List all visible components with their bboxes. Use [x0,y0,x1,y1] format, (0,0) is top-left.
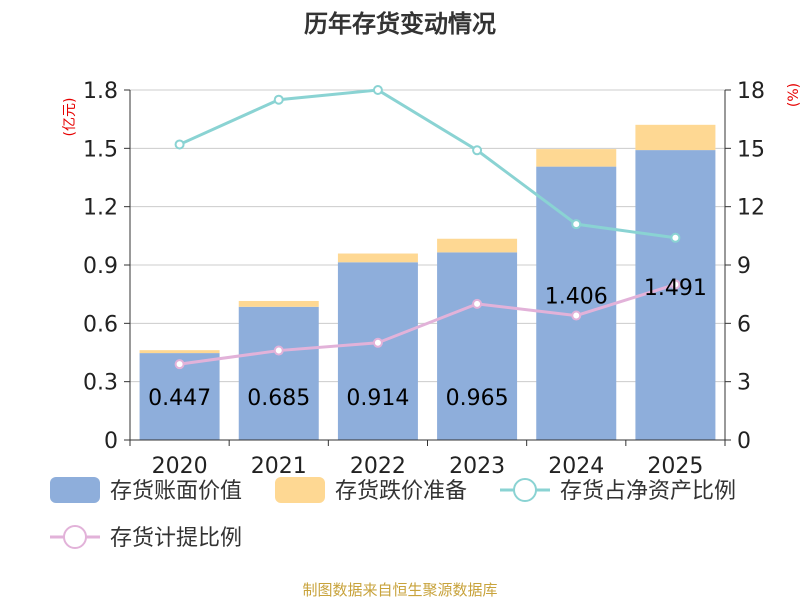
y-axis-label-left: (亿元) [62,98,78,137]
grid-lines [130,89,725,383]
chart-title: 历年存货变动情况 [304,10,496,38]
bar-inventory-impairment [238,300,319,307]
bar-inventory-impairment [337,253,418,263]
point-inventory-to-net-assets [571,219,582,230]
y-tick-label-right: 15 [737,137,765,162]
bar-inventory-book-value [635,150,716,441]
point-impairment-ratio [174,359,185,370]
source-note: 制图数据来自恒生聚源数据库 [302,581,497,599]
bar-inventory-book-value [437,252,518,440]
point-inventory-to-net-assets [472,145,483,156]
point-impairment-ratio [472,298,483,309]
x-tick-label: 2024 [548,454,604,479]
y-tick-label-left: 0 [104,429,118,454]
y-tick-label-left: 1.5 [83,137,118,162]
legend-item-impairment-ratio-label: 存货计提比例 [110,526,242,551]
bar-inventory-impairment [635,124,716,151]
y-axis-label-right: (%) [786,83,800,107]
legend-item-inventory-book-value-label: 存货账面价值 [110,479,242,504]
y-tick-label-left: 0.6 [83,312,118,337]
y-tick-label-right: 3 [737,371,751,396]
bar-data-label: 0.914 [346,386,409,411]
point-impairment-ratio [273,345,284,356]
point-inventory-to-net-assets [372,85,383,95]
bar-inventory-book-value [536,166,617,440]
bar-inventory-book-value [337,262,418,440]
x-tick-label: 2025 [647,454,703,479]
point-inventory-to-net-assets [670,232,681,243]
y-tick-label-right: 18 [737,79,765,104]
y-tick-label-left: 1.2 [83,196,118,221]
bar-data-labels: 0.447 0.685 0.914 0.965 1.406 1.491 [148,276,707,411]
bar-data-label: 0.965 [446,386,509,411]
y-tick-label-right: 6 [737,312,751,337]
axes: 0 0.3 0.6 0.9 1.2 1.5 1.8 0 3 6 9 12 15 18 2020 2021 202… [83,79,765,479]
line-impairment-ratio [179,283,676,366]
legend-item-inventory-impairment-label: 存货跌价准备 [335,479,467,504]
bar-inventory-impairment [536,149,617,167]
line-series [174,85,681,370]
bar-data-label: 0.685 [247,386,310,411]
y-tick-label-right: 12 [737,196,765,221]
point-impairment-ratio [372,337,383,348]
legend-item-inventory-to-net-assets-label: 存货占净资产比例 [560,479,736,504]
point-impairment-ratio [571,310,582,321]
bar-data-label: 1.491 [644,276,707,301]
line-inventory-to-net-assets [178,88,676,240]
legend-item-inventory-impairment-swatch [275,477,325,503]
point-inventory-to-net-assets [273,94,284,105]
y-tick-label-right: 9 [737,254,751,279]
bar-inventory-impairment [139,350,220,354]
legend-item-impairment-ratio-marker [63,525,87,549]
bar-series [139,124,716,441]
legend-item-inventory-book-value-swatch [50,477,100,503]
bar-inventory-impairment [437,238,518,253]
x-tick-label: 2021 [251,454,307,479]
y-tick-label-left: 0.3 [83,371,118,396]
legend-item-inventory-to-net-assets-marker [513,478,537,502]
point-impairment-ratio [670,279,681,290]
bar-inventory-book-value [238,306,319,440]
bar-data-label: 1.406 [545,284,608,309]
point-inventory-to-net-assets [174,139,185,150]
y-tick-label-left: 1.8 [83,79,118,104]
x-tick-label: 2022 [350,454,406,479]
y-tick-label-right: 0 [737,429,751,454]
y-tick-label-left: 0.9 [83,254,118,279]
x-tick-label: 2020 [152,454,208,479]
x-tick-label: 2023 [449,454,505,479]
bar-data-label: 0.447 [148,386,211,411]
